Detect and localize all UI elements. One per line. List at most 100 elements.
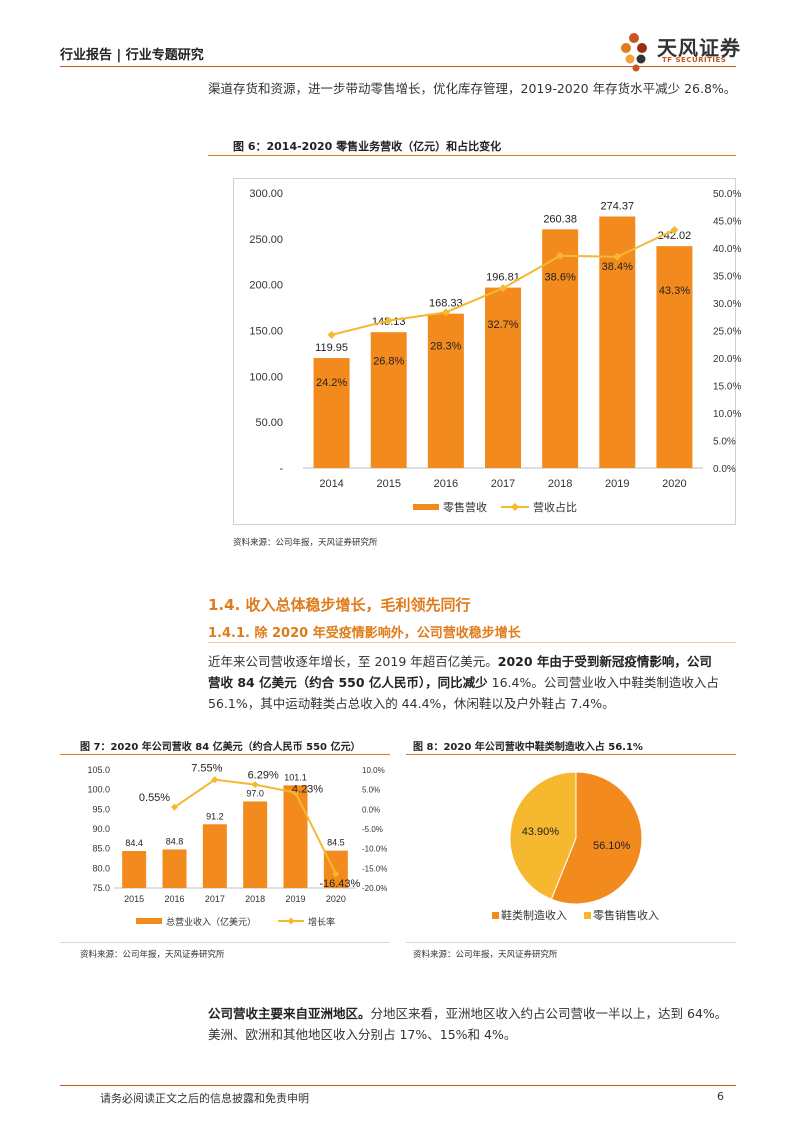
- fig7-bar-label: 84.8: [166, 836, 184, 846]
- fig6-ratio-label: 28.3%: [430, 340, 461, 352]
- section-title: 1.4. 收入总体稳步增长，毛利领先同行: [208, 596, 471, 614]
- fig7-bar-label: 84.5: [327, 838, 345, 848]
- fig7-legend-swatch-bar: [136, 918, 162, 924]
- fig6-ratio-point: [441, 308, 450, 317]
- fig6-right-tick: 0.0%: [713, 464, 736, 475]
- figure7-chart: 75.0 80.0 85.0 90.0 95.0 100.0 105.0 -20.0% -15.…: [87, 763, 387, 927]
- footer-divider: [60, 1085, 736, 1086]
- fig8-legend-swatch: [492, 912, 499, 919]
- fig6-ratio-point: [499, 284, 507, 293]
- fig6-right-tick: 30.0%: [713, 299, 741, 310]
- fig6-left-tick: 150.00: [249, 326, 283, 338]
- fig6-bar: [542, 229, 579, 468]
- fig7-x-tick: 2018: [245, 894, 265, 904]
- subsection-divider: [208, 642, 736, 643]
- fig7-right-tick: 0.0%: [362, 805, 380, 814]
- fig7-bar-label: 84.4: [125, 838, 143, 848]
- fig6-left-tick: 100.00: [249, 371, 283, 383]
- fig6-x-tick: 2019: [605, 478, 629, 490]
- fig7-growth-point: [211, 776, 219, 784]
- fig6-legend-label: 零售营收: [443, 500, 487, 514]
- figure8-source: 资料来源：公司年报，天风证券研究所: [413, 950, 558, 960]
- fig6-ratio-label: 43.3%: [659, 285, 690, 297]
- fig6-right-tick: 50.0%: [713, 189, 741, 200]
- footer-disclaimer: 请务必阅读正文之后的信息披露和免责申明: [100, 1092, 309, 1105]
- fig6-left-tick: 50.00: [255, 417, 283, 429]
- fig6-right-tick: 40.0%: [713, 244, 741, 255]
- figure8-caption-line: [406, 754, 736, 755]
- fig6-bar: [313, 358, 350, 468]
- fig7-legend-marker: [287, 917, 295, 925]
- fig7-left-tick: 105.0: [87, 765, 110, 775]
- fig7-bar: [243, 801, 268, 888]
- fig6-legend-swatch-bar: [413, 504, 439, 510]
- fig7-growth-label: -16.43%: [319, 878, 360, 890]
- figure7-bottom-line: [60, 942, 390, 943]
- fig6-ratio-label: 38.4%: [602, 261, 633, 273]
- fig6-left-tick: 200.00: [249, 280, 283, 292]
- fig6-ratio-point: [613, 252, 622, 261]
- fig6-x-tick: 2017: [491, 478, 515, 490]
- fig7-right-tick: 10.0%: [362, 766, 385, 775]
- fig6-ratio-label: 38.6%: [545, 271, 576, 283]
- revenue-text-3: 营收 84 亿美元（约合 550 亿人民币），同比减少: [208, 675, 488, 690]
- figure8-bottom-line: [406, 942, 736, 943]
- fig6-x-tick: 2018: [548, 478, 572, 490]
- fig6-bar-label: 119.95: [315, 342, 348, 354]
- fig7-left-tick: 75.0: [92, 883, 110, 893]
- revenue-text-5: 56.1%，其中运动鞋类占总收入的 44.4%，休闲鞋以及户外鞋占 7.4%。: [208, 696, 615, 711]
- fig6-right-tick: 5.0%: [713, 437, 736, 448]
- fig6-left-tick: 250.00: [249, 234, 283, 246]
- fig7-right-tick: -5.0%: [362, 825, 383, 834]
- fig7-bar-label: 97.0: [246, 788, 264, 798]
- figure7-source: 资料来源：公司年报，天风证券研究所: [80, 950, 225, 960]
- closing-bold: 公司营收主要来自亚洲地区。: [208, 1006, 371, 1021]
- fig6-bar-label: 274.37: [600, 200, 634, 212]
- fig7-growth-point: [332, 870, 340, 878]
- fig6-bar: [656, 246, 693, 468]
- figure8-caption: 图 8：2020 年公司营收中鞋类制造收入占 56.1%: [413, 742, 643, 753]
- fig7-growth-point: [171, 803, 178, 811]
- fig7-right-tick: -20.0%: [362, 884, 387, 893]
- fig6-ratio-point: [327, 330, 336, 339]
- fig6-right-tick: 10.0%: [713, 409, 741, 420]
- logo-english: TF SECURITIES: [662, 56, 727, 64]
- fig6-ratio-label: 24.2%: [316, 377, 347, 389]
- fig7-growth-label: 0.55%: [139, 792, 170, 804]
- revenue-text-2: 2020 年由于受到新冠疫情影响，公司: [497, 654, 712, 669]
- fig7-left-tick: 90.0: [92, 824, 110, 834]
- closing-text-1: 分地区来看，亚洲地区收入约占公司营收一半以上，达到 64%。: [370, 1006, 728, 1021]
- fig7-growth-point: [251, 781, 259, 789]
- fig8-legend-swatch: [584, 912, 591, 919]
- fig8-pie-slice: [509, 771, 577, 900]
- fig6-ratio-label: 26.8%: [373, 356, 404, 368]
- fig7-x-tick: 2017: [205, 894, 225, 904]
- fig6-x-tick: 2016: [434, 478, 458, 490]
- fig7-left-tick: 80.0: [92, 863, 110, 873]
- fig8-slice-label: 56.10%: [593, 840, 631, 852]
- intro-paragraph: 渠道存货和资源，进一步带动零售增长，优化库存管理，2019-2020 年存货水平…: [208, 81, 737, 96]
- fig6-bar-label: 260.38: [543, 213, 577, 225]
- fig8-slice-label: 43.90%: [522, 826, 560, 838]
- fig7-bar: [162, 849, 187, 888]
- revenue-text-1: 近年来公司营收逐年增长，至 2019 年超百亿美元。: [208, 654, 498, 669]
- fig6-bar: [370, 332, 407, 468]
- fig6-right-tick: 45.0%: [713, 217, 741, 228]
- fig6-legend-label: 营收占比: [533, 500, 577, 514]
- fig6-legend-marker: [511, 503, 519, 511]
- fig7-bar: [202, 824, 227, 888]
- page-number: 6: [717, 1090, 724, 1103]
- fig8-legend-label: 鞋类制造收入: [501, 908, 567, 922]
- fig6-ratio-point: [384, 316, 393, 325]
- figure6-chart: - 50.00 100.00 150.00 200.00 250.00 300.00 0.0%…: [233, 178, 741, 525]
- figure7-caption-line: [60, 754, 390, 755]
- fig7-growth-label: 6.29%: [248, 770, 279, 782]
- fig6-bar-label: 196.81: [486, 272, 520, 284]
- figure6-caption: 图 6：2014-2020 零售业务营收（亿元）和占比变化: [233, 140, 502, 153]
- fig7-right-tick: 5.0%: [362, 786, 380, 795]
- fig8-legend-label: 零售销售收入: [593, 908, 659, 922]
- fig6-bar-label: 168.33: [429, 298, 463, 310]
- fig7-x-tick: 2020: [326, 894, 346, 904]
- fig6-x-tick: 2015: [376, 478, 400, 490]
- fig7-x-tick: 2019: [285, 894, 305, 904]
